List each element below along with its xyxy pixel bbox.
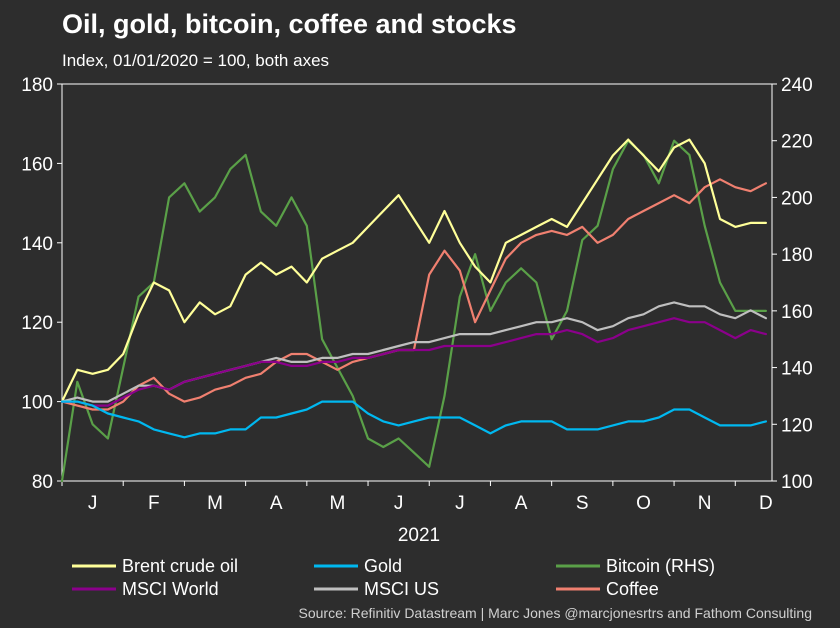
series-line-coffee	[60, 178, 768, 411]
left-tick-label: 180	[21, 75, 53, 96]
series-line-bitcoin-rhs	[60, 139, 768, 483]
legend-label: MSCI World	[122, 579, 219, 599]
right-tick-label: 100	[781, 472, 813, 493]
source-note: Source: Refinitiv Datastream | Marc Jone…	[299, 605, 813, 621]
right-tick-label: 200	[781, 188, 813, 209]
x-tick-label: A	[515, 493, 528, 514]
legend-label: Bitcoin (RHS)	[606, 556, 715, 576]
chart-title: Oil, gold, bitcoin, coffee and stocks	[62, 9, 517, 39]
x-axis-label: 2021	[398, 525, 440, 546]
x-tick-label: S	[576, 493, 589, 514]
series-lines	[60, 138, 768, 483]
left-tick-label: 120	[21, 313, 53, 334]
left-tick-label: 140	[21, 234, 53, 255]
right-tick-label: 140	[781, 359, 813, 380]
x-tick-label: M	[207, 493, 223, 514]
legend: Brent crude oil Gold Bitcoin (RHS) MSCI Wor…	[72, 556, 715, 599]
series-line-msci-us	[60, 301, 768, 403]
series-line-gold	[60, 400, 768, 439]
x-tick-label: A	[270, 493, 283, 514]
legend-label: Coffee	[606, 579, 659, 599]
right-tick-label: 240	[781, 75, 813, 96]
left-tick-label: 80	[32, 472, 53, 493]
x-tick-label: O	[636, 493, 651, 514]
chart-subtitle: Index, 01/01/2020 = 100, both axes	[62, 51, 329, 70]
legend-label: Brent crude oil	[122, 556, 238, 576]
legend-label: MSCI US	[364, 579, 439, 599]
left-y-axis: 80 100 120 140 160 180	[21, 75, 62, 493]
left-tick-label: 100	[21, 393, 53, 414]
right-tick-label: 160	[781, 302, 813, 323]
right-y-axis: 100 120 140 160 180 200 220 240	[772, 75, 813, 493]
x-tick-label: M	[330, 493, 346, 514]
x-tick-label: J	[394, 493, 404, 514]
right-tick-label: 180	[781, 245, 813, 266]
x-tick-label: J	[88, 493, 98, 514]
series-line-brent-crude-oil	[60, 138, 768, 403]
x-tick-label: J	[455, 493, 465, 514]
right-tick-label: 120	[781, 415, 813, 436]
series-line-msci-world	[60, 317, 768, 407]
x-tick-label: D	[759, 493, 773, 514]
x-tick-label: F	[148, 493, 160, 514]
x-tick-label: N	[698, 493, 712, 514]
plot-frame	[61, 83, 773, 482]
legend-label: Gold	[364, 556, 402, 576]
right-tick-label: 220	[781, 132, 813, 153]
left-tick-label: 160	[21, 154, 53, 175]
